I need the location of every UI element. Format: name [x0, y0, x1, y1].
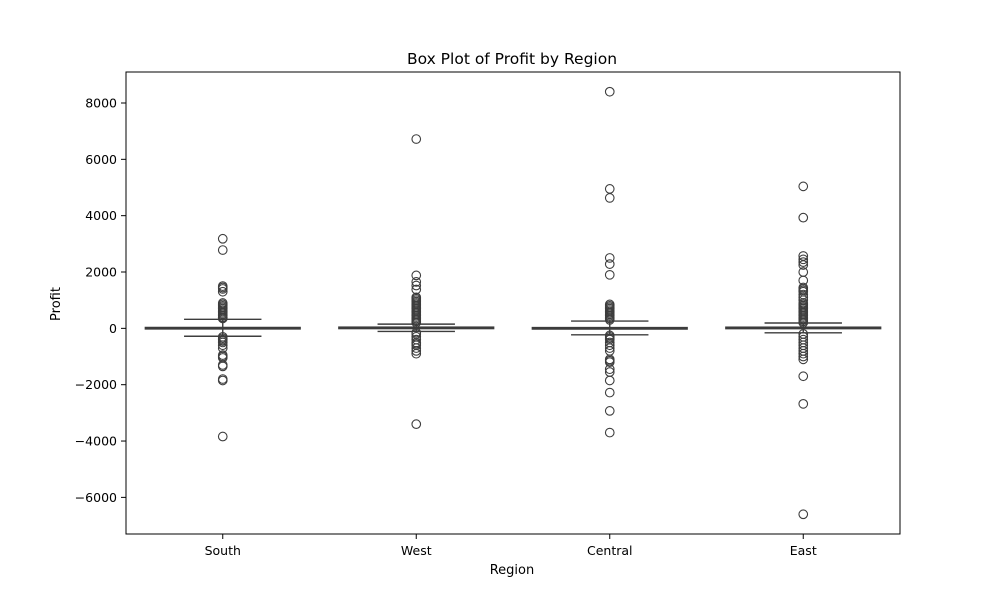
outlier-point [411, 277, 422, 287]
outlier-point [411, 134, 422, 144]
outlier-point [604, 343, 615, 353]
y-tick-label: 4000 [85, 208, 117, 223]
outlier-point [798, 509, 809, 520]
outlier-point [798, 371, 809, 382]
y-tick-label: 0 [109, 321, 117, 336]
outlier-point [217, 313, 228, 324]
outlier-point [604, 387, 615, 398]
outlier-point [411, 280, 422, 291]
x-axis: South West Central East [205, 534, 817, 558]
outlier-point [604, 315, 615, 325]
y-axis: −6000 −4000 −2000 0 2000 4000 6000 8000 [75, 95, 126, 505]
outlier-point [798, 212, 809, 223]
y-tick-label: 8000 [85, 95, 117, 110]
y-tick-label: −4000 [75, 434, 117, 449]
outlier-point [798, 317, 809, 328]
outlier-point [604, 340, 615, 351]
outlier-point [604, 364, 615, 375]
chart-title: Box Plot of Profit by Region [407, 50, 617, 68]
outlier-point [217, 431, 228, 442]
outlier-point [798, 254, 809, 265]
box-south [144, 233, 301, 442]
outlier-point [217, 375, 228, 386]
y-tick-label: 6000 [85, 152, 117, 167]
box-central [531, 86, 688, 438]
y-tick-label: −6000 [75, 490, 117, 505]
outlier-point [604, 375, 615, 386]
y-tick-label: 2000 [85, 265, 117, 280]
outlier-point [798, 354, 809, 365]
outlier-point [604, 427, 615, 438]
outlier-point [604, 253, 615, 263]
axes-frame [125, 71, 901, 535]
outlier-point [217, 337, 228, 348]
outlier-point [411, 270, 422, 281]
outlier-point [798, 257, 809, 268]
outlier-point [604, 193, 615, 203]
x-tick-label: West [401, 543, 432, 558]
x-tick-label: East [790, 543, 817, 558]
outlier-point [217, 286, 228, 297]
outlier-point [604, 184, 615, 194]
outlier-point [604, 259, 615, 269]
outlier-point [217, 233, 228, 244]
box-east [725, 181, 882, 520]
outlier-point [217, 361, 228, 372]
outlier-point [604, 406, 615, 416]
outlier-point [604, 269, 615, 280]
x-axis-label: Region [490, 563, 535, 578]
box-west [338, 134, 495, 429]
outlier-point [798, 351, 809, 362]
outlier-point [604, 357, 615, 368]
outlier-point [411, 348, 422, 359]
outlier-point [798, 260, 809, 270]
outlier-point [411, 419, 422, 429]
outlier-point [411, 317, 422, 328]
outlier-point [798, 181, 809, 192]
y-tick-label: −2000 [75, 377, 117, 392]
plot-area [144, 86, 882, 520]
outlier-point [798, 399, 809, 409]
outlier-point [411, 284, 422, 295]
outlier-point [604, 86, 615, 97]
outlier-point [217, 284, 228, 294]
outlier-point [411, 343, 422, 353]
outlier-point [217, 340, 228, 351]
outlier-point [217, 245, 228, 255]
outlier-point [411, 346, 422, 356]
x-tick-label: South [205, 543, 241, 558]
outlier-point [798, 348, 809, 359]
x-tick-label: Central [587, 543, 633, 558]
y-axis-label: Profit [49, 287, 64, 321]
